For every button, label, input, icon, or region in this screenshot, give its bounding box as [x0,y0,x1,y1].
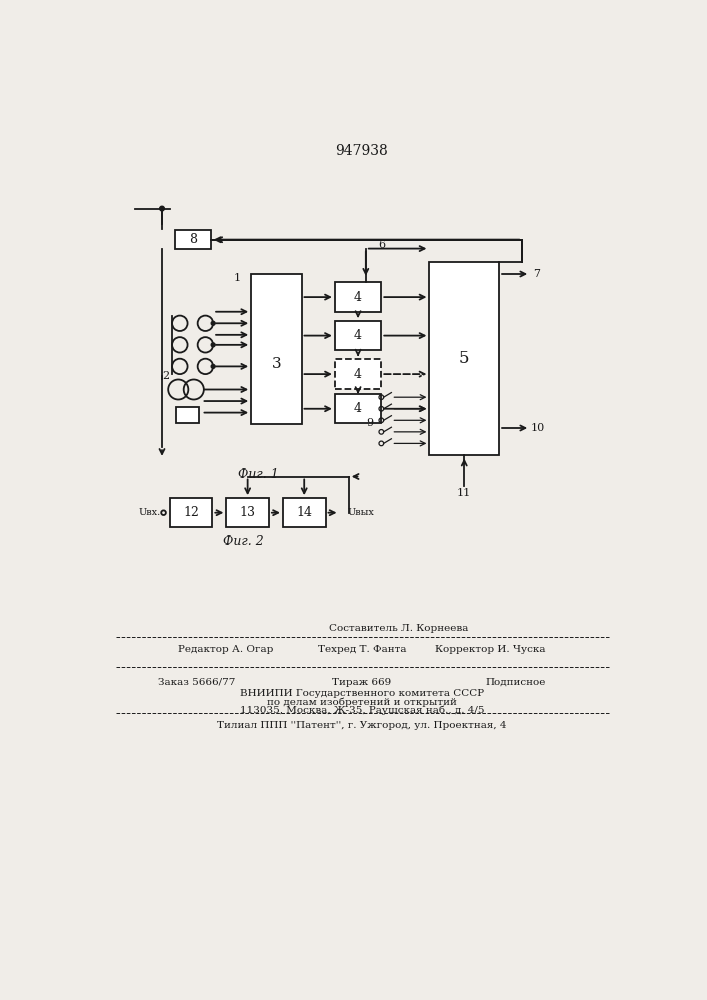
Text: Подписное: Подписное [485,678,546,687]
Text: 8: 8 [189,233,197,246]
Text: Редактор А. Огар: Редактор А. Огар [177,645,273,654]
Text: 14: 14 [296,506,312,519]
Text: 4: 4 [354,329,362,342]
Circle shape [211,343,215,347]
Text: 113035, Москва, Ж-35, Раушская наб., д. 4/5: 113035, Москва, Ж-35, Раушская наб., д. … [240,706,484,715]
Text: 13: 13 [240,506,256,519]
Text: 6: 6 [378,240,385,250]
Text: Составитель Л. Корнеева: Составитель Л. Корнеева [329,624,468,633]
Text: Техред Т. Фанта: Техред Т. Фанта [317,645,407,654]
Text: 5: 5 [459,350,469,367]
Circle shape [211,321,215,325]
Circle shape [160,206,164,211]
Bar [175,230,211,249]
Text: Тираж 669: Тираж 669 [332,678,392,687]
Text: ВНИИПИ Государственного комитета СССР: ВНИИПИ Государственного комитета СССР [240,689,484,698]
Bar [429,262,499,455]
Bar [226,498,269,527]
Text: 7: 7 [533,269,540,279]
Text: по делам изобретений и открытий: по делам изобретений и открытий [267,697,457,707]
Text: 4: 4 [354,368,362,381]
Bar [251,274,301,424]
Bar [170,498,212,527]
Bar [335,321,381,350]
Text: Корректор И. Чуска: Корректор И. Чуска [435,645,546,654]
Text: 4: 4 [354,402,362,415]
Text: Uвых: Uвых [347,508,374,517]
Bar [335,359,381,389]
Text: Τилиал ППП ''Патент'', г. Ужгород, ул. Проектная, 4: Τилиал ППП ''Патент'', г. Ужгород, ул. П… [217,721,507,730]
Bar [335,282,381,312]
Text: 947938: 947938 [336,144,388,158]
Text: 1: 1 [233,273,241,283]
Text: 2: 2 [163,371,170,381]
Circle shape [211,364,215,368]
Bar [176,407,199,423]
Text: 12: 12 [183,506,199,519]
Text: 11: 11 [457,488,472,498]
Text: Фиг. 1: Фиг. 1 [238,468,279,481]
Text: 10: 10 [531,423,545,433]
Text: Фиг. 2: Фиг. 2 [223,535,264,548]
Bar [283,498,325,527]
Text: 3: 3 [271,357,281,371]
Text: 4: 4 [354,291,362,304]
Text: Uвх.: Uвх. [138,508,160,517]
Text: Заказ 5666/77: Заказ 5666/77 [158,678,235,687]
Bar [335,394,381,423]
Text: 9: 9 [366,418,373,428]
